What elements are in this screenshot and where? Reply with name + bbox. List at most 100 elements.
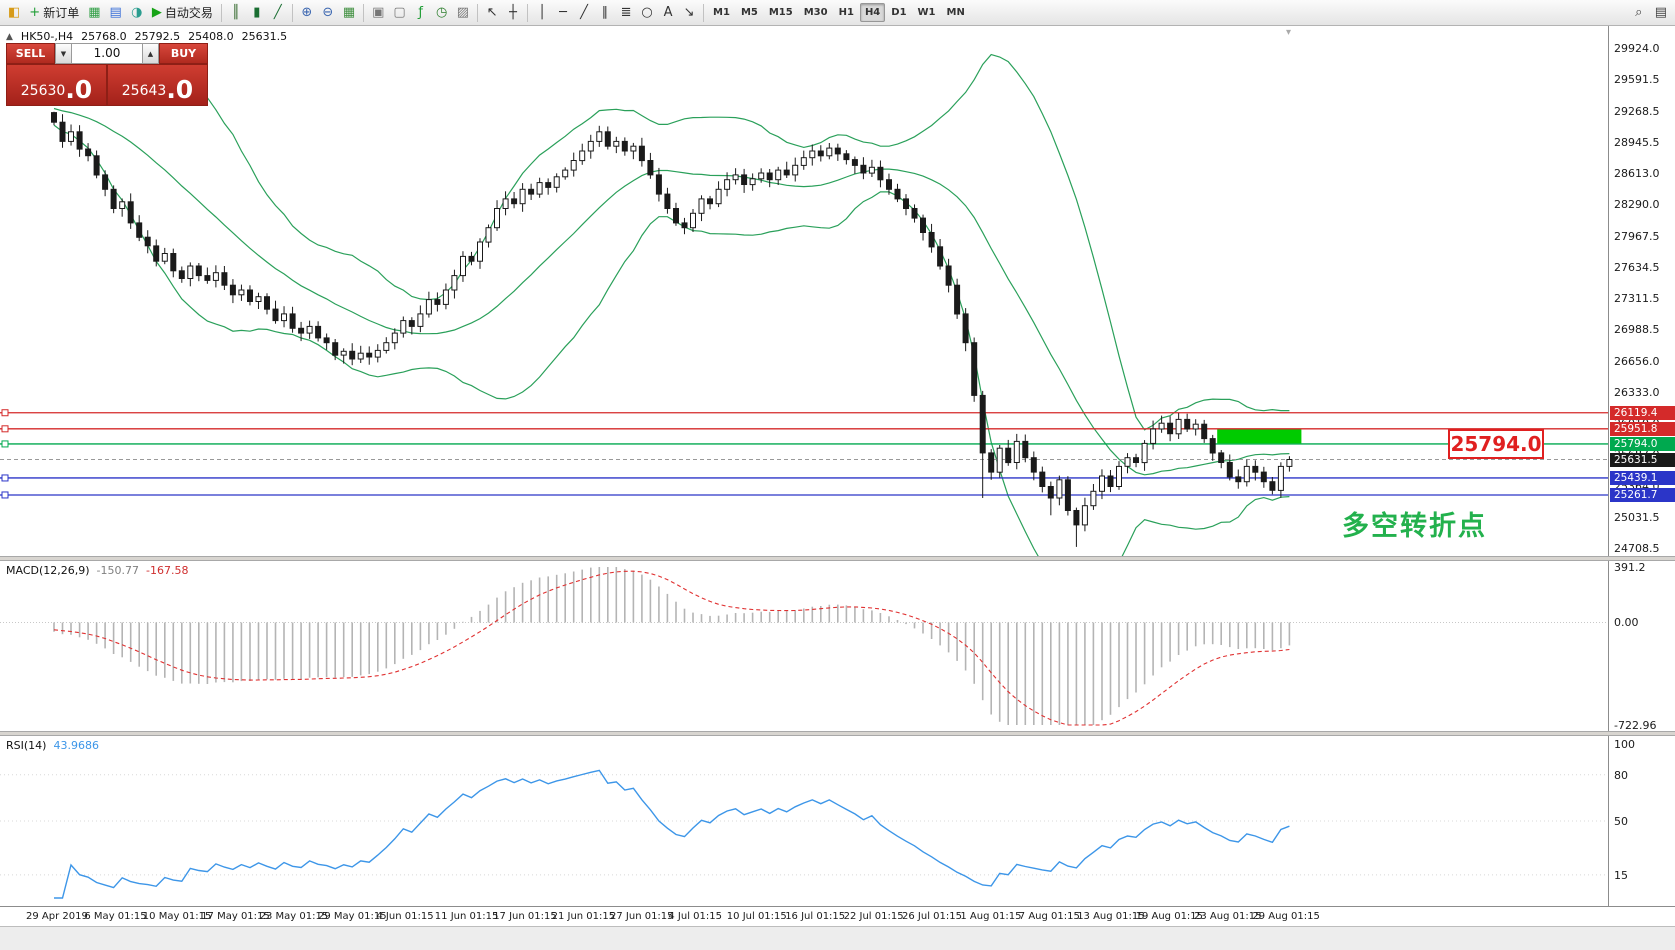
macd-axis-label: 391.2 — [1614, 561, 1646, 574]
timeframe-d1[interactable]: D1 — [891, 7, 907, 18]
candle — [366, 346, 373, 365]
text-button-icon: A — [663, 5, 673, 20]
main-chart-canvas[interactable] — [0, 26, 1608, 556]
crosshair-button[interactable]: ┼ — [503, 3, 523, 23]
candle — [357, 345, 364, 363]
horizontal-line-25951.8[interactable] — [0, 425, 1608, 433]
text-button[interactable]: A — [658, 3, 678, 23]
rsi-axis[interactable]: 100 80 50 15 — [1608, 736, 1675, 906]
cursor-button[interactable]: ↖ — [482, 3, 502, 23]
profiles-button[interactable]: ▤ — [106, 3, 126, 23]
time-axis-label: 16 Jul 01:15 — [785, 911, 846, 922]
app-logo[interactable]: ◧ — [4, 3, 24, 23]
timeframe-m30[interactable]: M30 — [803, 7, 828, 18]
candle — [1039, 466, 1046, 493]
cascade-windows-button[interactable]: ▢ — [389, 3, 409, 23]
sell-button[interactable]: SELL — [6, 43, 55, 64]
macd-signal-value: -167.58 — [146, 564, 189, 577]
zoom-out-button[interactable]: ⊖ — [318, 3, 338, 23]
fibonacci-button[interactable]: ≣ — [616, 3, 636, 23]
candle — [1073, 507, 1080, 547]
toolbar-separator — [703, 3, 705, 22]
price-tag: 25261.7 — [1610, 487, 1675, 502]
candle — [1064, 476, 1071, 516]
price-axis[interactable]: 29924.0 29591.5 29268.5 28945.5 28613.0 28290… — [1608, 26, 1675, 556]
timeframe-h1[interactable]: H1 — [838, 7, 854, 18]
candle — [391, 328, 398, 350]
macd-axis[interactable]: 391.2 0.00 -722.96 — [1608, 561, 1675, 732]
timeframe-m5[interactable]: M5 — [740, 7, 758, 18]
highlight-rectangle[interactable] — [1217, 429, 1302, 444]
periods-button[interactable]: ◷ — [432, 3, 452, 23]
time-axis[interactable]: 29 Apr 2019 6 May 01:15 10 May 01:15 17 May… — [0, 906, 1675, 926]
time-axis-label: 29 Aug 01:15 — [1252, 911, 1320, 922]
lots-increase-button[interactable]: ▲ — [142, 43, 159, 64]
timeframe-w1[interactable]: W1 — [917, 7, 936, 18]
time-axis-label: 23 Aug 01:15 — [1194, 911, 1262, 922]
panel-divider[interactable] — [0, 556, 1675, 561]
timeframe-m1[interactable]: M1 — [713, 7, 730, 18]
bar-chart-button[interactable]: ║ — [226, 3, 246, 23]
price-axis-label: 26656.0 — [1614, 354, 1660, 368]
candle — [621, 137, 628, 156]
data-window-button[interactable]: ◑ — [127, 3, 147, 23]
time-axis-label: 10 Jul 01:15 — [726, 911, 787, 922]
search-button[interactable]: ⌕ — [1629, 3, 1649, 23]
buy-price-panel[interactable]: 25643 .0 — [107, 64, 208, 106]
candle — [1226, 454, 1233, 481]
new-order-button[interactable]: + 新订单 — [25, 3, 83, 23]
candle — [1192, 419, 1199, 436]
timeframe-mn[interactable]: MN — [946, 7, 965, 18]
candlestick-chart-button[interactable]: ▮ — [247, 3, 267, 23]
macd-panel[interactable]: MACD(12,26,9) -150.77 -167.58 391.2 0.00 -72… — [0, 561, 1675, 732]
main-chart-panel[interactable]: ▲ HK50-,H4 25768.0 25792.5 25408.0 25631… — [0, 26, 1675, 556]
horizontal-line-25794[interactable] — [0, 440, 1608, 448]
candle — [792, 157, 799, 182]
candle — [809, 144, 816, 166]
price-axis-label: 28613.0 — [1614, 167, 1660, 180]
timeframe-m15[interactable]: M15 — [768, 7, 793, 18]
candle — [519, 183, 526, 212]
panel-divider[interactable] — [0, 731, 1675, 736]
autotrading-button-icon: ▶ — [151, 5, 162, 20]
candle — [1005, 439, 1012, 466]
tile-windows-button[interactable]: ▦ — [339, 3, 359, 23]
timeframe-h4[interactable]: H4 — [859, 3, 886, 22]
ohlc-open: 25768.0 — [81, 30, 127, 43]
candle — [715, 181, 722, 208]
buy-button[interactable]: BUY — [159, 43, 208, 64]
arrange-windows-button[interactable]: ▣ — [368, 3, 388, 23]
price-callout-label[interactable]: 25794.0 — [1448, 429, 1544, 459]
horizontal-line-26119.4[interactable] — [0, 409, 1608, 417]
toolbar-separator — [291, 3, 293, 22]
rsi-panel[interactable]: RSI(14) 43.9686 100 80 50 15 — [0, 736, 1675, 906]
candle — [1133, 453, 1139, 468]
horizontal-line-25439.1[interactable] — [0, 474, 1608, 482]
trendline-button[interactable]: ╱ — [574, 3, 594, 23]
autotrading-button[interactable]: ▶ 自动交易 — [148, 3, 217, 23]
vertical-line-button[interactable]: │ — [532, 3, 552, 23]
channel-button[interactable]: ∥ — [595, 3, 615, 23]
lots-input[interactable]: 1.00 — [72, 43, 142, 64]
horizontal-line-25261.7[interactable] — [0, 491, 1608, 499]
sell-price-panel[interactable]: 25630 .0 — [6, 64, 107, 106]
chart-annotation-text[interactable]: 多空转折点 — [1342, 511, 1487, 542]
macd-main-value: -150.77 — [96, 564, 140, 577]
candle — [442, 283, 449, 310]
collapse-one-click-icon[interactable]: ▲ — [6, 31, 13, 42]
new-chart-button[interactable]: ▦ — [84, 3, 104, 23]
line-chart-button[interactable]: ╱ — [268, 3, 288, 23]
templates-button[interactable]: ▨ — [453, 3, 473, 23]
arrows-button[interactable]: ↘ — [679, 3, 699, 23]
lots-decrease-button[interactable]: ▼ — [55, 43, 72, 64]
macd-canvas[interactable] — [0, 561, 1608, 731]
macd-header: MACD(12,26,9) -150.77 -167.58 — [6, 564, 195, 577]
bottom-strip — [0, 926, 1675, 950]
horizontal-line-button[interactable]: ─ — [553, 3, 573, 23]
rsi-canvas[interactable] — [0, 736, 1608, 906]
window-list-button[interactable]: ▤ — [1651, 3, 1671, 23]
zoom-in-button[interactable]: ⊕ — [297, 3, 317, 23]
indicators-button[interactable]: ƒ — [411, 3, 431, 23]
toolbar: ◧ + 新订单 ▦ ▤ ◑ ▶ 自动交易 ║ ▮ ╱ ⊕ ⊖ ▦ ▣ ▢ ƒ ◷ ▨ ↖ ┼ │ ─ ╱ ∥ ≣ ○ A ↘ M1 M5 M1… — [0, 0, 1675, 26]
shapes-button[interactable]: ○ — [637, 3, 657, 23]
